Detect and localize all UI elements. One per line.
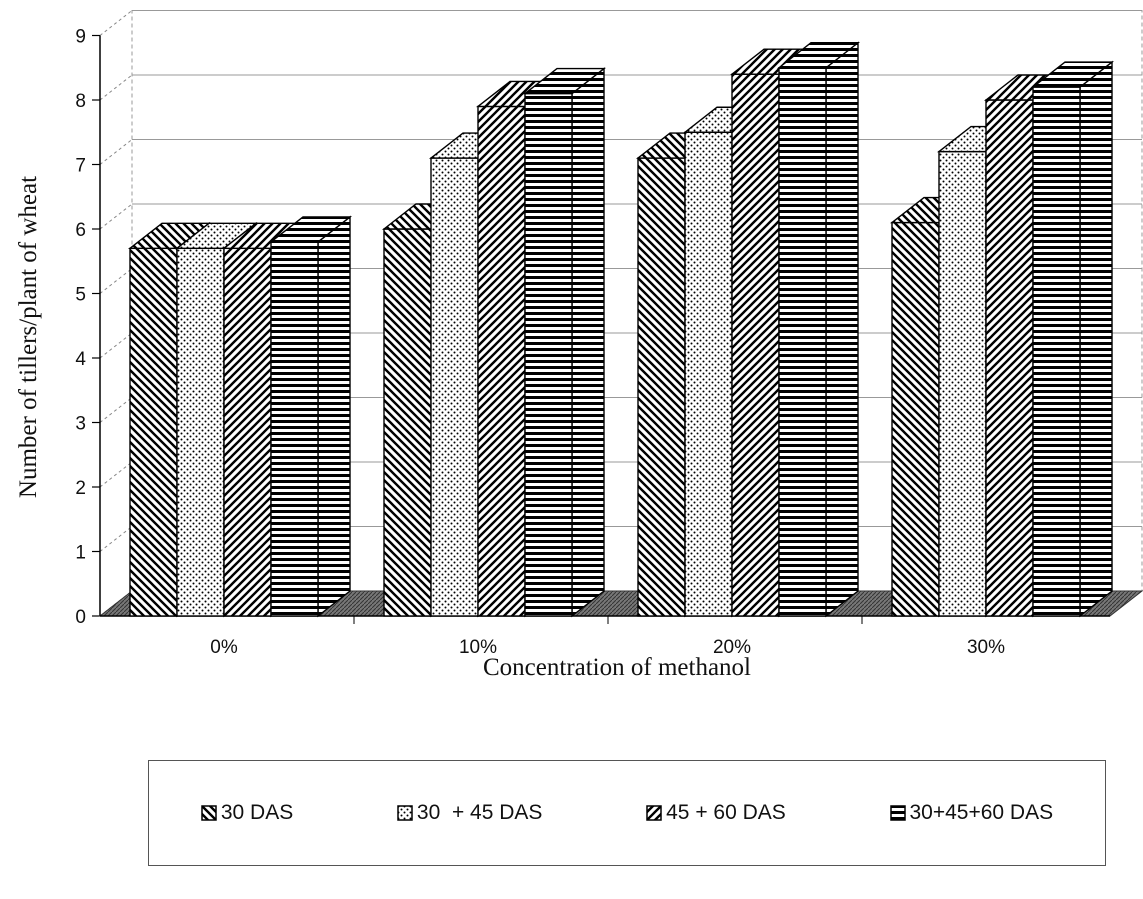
bar [268,215,353,618]
side-gridline [99,268,133,294]
chart-plot-area: 0 1 2 3 4 5 6 7 8 9 0% 10% 20% 30% [75,10,1143,658]
legend-label: 30 + 45 DAS [416,801,543,824]
bar [522,67,607,618]
side-gridline [99,526,133,552]
y-tick-label: 9 [75,27,86,48]
bar-side [571,67,605,618]
bar-front [985,99,1034,617]
bar-front [1032,86,1081,617]
x-axis-title: Concentration of methanol [483,654,751,681]
side-gridline [99,397,133,423]
legend-item: 30+45+60 DAS [889,801,1054,825]
bar-front [383,228,432,617]
bar-front [430,157,479,617]
bar-front [637,157,686,617]
y-tick-label: 0 [75,607,86,628]
legend-swatch [397,805,413,821]
chart-legend: 30 DAS 30 + 45 DAS 45 + 60 DAS 30+45+60 DAS [148,760,1106,866]
x-tick-label: 30% [967,637,1005,658]
bar-side [317,215,351,618]
y-tick-label: 3 [75,414,86,435]
bar-front [778,67,827,617]
legend-swatch [201,805,217,821]
bar-front [524,92,573,617]
bar-front [223,247,272,617]
side-gridline [99,139,133,165]
legend-item: 30 + 45 DAS [397,801,543,825]
x-tick-label: 10% [459,637,497,658]
bar-top [776,42,861,69]
bar-top [1030,61,1115,88]
side-gridline [99,203,133,230]
y-axis-title: Number of tillers/plant of wheat [15,176,42,498]
side-gridline [99,461,133,488]
legend-label: 30+45+60 DAS [909,801,1054,824]
y-tick-label: 4 [75,349,86,370]
legend-item: 45 + 60 DAS [646,801,786,825]
bar-front [477,105,526,617]
bar-front [176,247,225,617]
legend-swatch [646,805,662,821]
bar-side [1079,60,1113,618]
bar-top [268,216,353,243]
side-gridline [99,74,133,101]
legend-label: 45 + 60 DAS [666,801,786,824]
bar-chart: 0 1 2 3 4 5 6 7 8 9 0% 10% 20% 30% Concentration of m… [15,10,1143,681]
bar-front [684,131,733,617]
y-tick-label: 2 [75,478,86,499]
legend-swatch [889,805,906,821]
bar-side [825,41,859,618]
bar-top [522,67,607,95]
side-gridline [99,332,133,359]
bar-front [938,150,987,617]
bar-front [270,241,319,617]
x-tick-label: 0% [210,637,238,658]
y-tick-label: 5 [75,285,86,306]
legend-label: 30 DAS [220,801,294,824]
y-tick-label: 6 [75,220,86,241]
y-tick-label: 1 [75,543,86,564]
x-tick-label: 20% [713,637,751,658]
bar-front [731,73,780,617]
y-tick-label: 8 [75,91,86,112]
side-gridline [99,10,133,36]
bar-front [129,247,178,617]
bar [776,41,861,618]
bar [1030,60,1115,618]
legend-item: 30 DAS [201,801,293,825]
bar-front [891,221,940,617]
y-tick-label: 7 [75,156,86,177]
